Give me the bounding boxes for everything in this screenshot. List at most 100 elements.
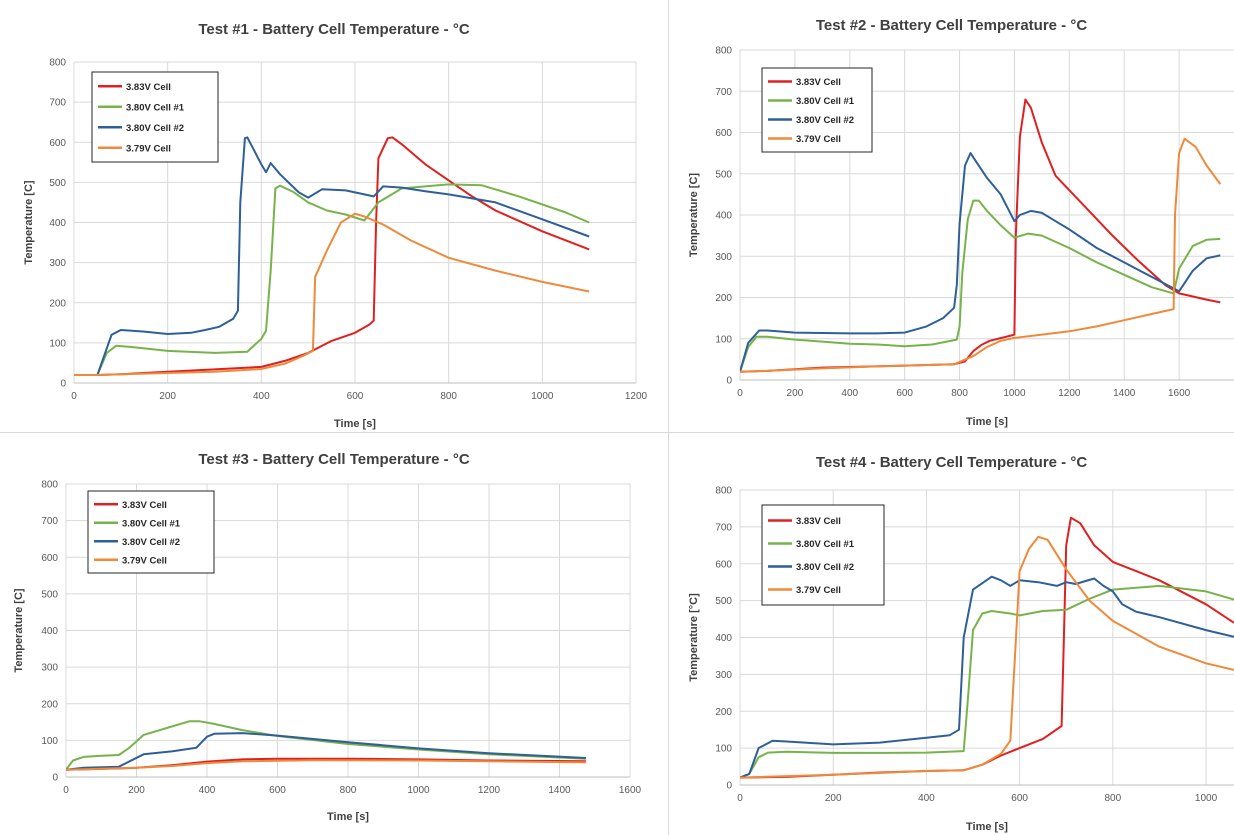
chart-1-ytick-label: 0 [60, 379, 66, 390]
vertical-divider [668, 0, 669, 835]
chart-4-legend-label: 3.80V Cell #2 [796, 562, 854, 573]
chart-2-ytick-label: 0 [726, 376, 732, 387]
chart-2-ytick-label: 800 [715, 46, 732, 57]
chart-1-xtick-label: 800 [440, 391, 457, 402]
chart-3-series-3-79v-cell [66, 759, 586, 771]
chart-1-ytick-label: 400 [49, 218, 66, 229]
chart-2-title: Test #2 - Battery Cell Temperature - °C [816, 17, 1088, 34]
chart-4-xtick-label: 200 [825, 793, 842, 804]
chart-1-ytick-label: 600 [49, 138, 66, 149]
chart-4-series-3-80v-cell-2 [740, 575, 1234, 779]
chart-2-x-axis-label: Time [s] [966, 416, 1008, 428]
chart-2-ytick-label: 500 [715, 169, 732, 180]
chart-3-series-3-80v-cell-2 [66, 732, 586, 771]
chart-3-xtick-label: 1000 [407, 785, 430, 796]
chart-4-ytick-label: 800 [715, 486, 732, 497]
chart-2-legend-label: 3.83V Cell [796, 77, 841, 88]
chart-4-ytick-label: 200 [715, 707, 732, 718]
chart-2-xtick-label: 800 [951, 388, 968, 399]
chart-4-title: Test #4 - Battery Cell Temperature - °C [816, 454, 1088, 471]
chart-4-xtick-label: 1000 [1195, 793, 1218, 804]
chart-1-xtick-label: 600 [347, 391, 364, 402]
chart-1-series-3-83v-cell [74, 136, 590, 376]
chart-3-ytick-label: 400 [41, 626, 58, 637]
chart-3-series-3-80v-cell-1 [66, 720, 586, 771]
chart-2-ytick-label: 400 [715, 211, 732, 222]
chart-2-legend-label: 3.80V Cell #1 [796, 96, 855, 107]
chart-3-legend-label: 3.83V Cell [122, 500, 167, 511]
chart-panel-test-2: Test #2 - Battery Cell Temperature - °C 0… [669, 0, 1234, 432]
chart-1-x-axis-label: Time [s] [334, 418, 376, 430]
chart-3-xtick-label: 1400 [548, 785, 571, 796]
chart-4-ytick-label: 100 [715, 744, 732, 755]
chart-2-ytick-label: 700 [715, 87, 732, 98]
chart-1-ytick-label: 700 [49, 98, 66, 109]
chart-2-xtick-label: 0 [737, 388, 743, 399]
chart-3-xtick-label: 0 [63, 785, 69, 796]
chart-2-series-3-80v-cell-2 [740, 152, 1221, 373]
chart-test-1: Test #1 - Battery Cell Temperature - °C 0… [23, 21, 648, 430]
chart-1-xtick-label: 0 [71, 391, 77, 402]
chart-3-title: Test #3 - Battery Cell Temperature - °C [198, 451, 470, 468]
chart-3-ytick-label: 500 [41, 589, 58, 600]
chart-4-ytick-label: 400 [715, 633, 732, 644]
chart-test-2: Test #2 - Battery Cell Temperature - °C 0… [688, 17, 1234, 428]
chart-1-legend-label: 3.80V Cell #1 [126, 102, 185, 113]
chart-1-xtick-label: 400 [253, 391, 270, 402]
chart-2-series-3-80v-cell-1 [740, 199, 1221, 373]
chart-3-legend-label: 3.79V Cell [122, 555, 167, 566]
chart-test-3: Test #3 - Battery Cell Temperature - °C 0… [13, 451, 642, 823]
chart-4-series-3-79v-cell [740, 535, 1234, 779]
chart-2-xtick-label: 1400 [1113, 388, 1136, 399]
chart-2-ytick-label: 200 [715, 293, 732, 304]
chart-3-ytick-label: 300 [41, 663, 58, 674]
chart-4-x-axis-label: Time [s] [966, 821, 1008, 833]
chart-1-series-3-79v-cell [74, 212, 590, 376]
chart-panel-test-1: Test #1 - Battery Cell Temperature - °C 0… [0, 0, 668, 432]
chart-4-xtick-label: 0 [737, 793, 743, 804]
chart-3-xtick-label: 800 [340, 785, 357, 796]
chart-3-ytick-label: 600 [41, 553, 58, 564]
chart-3-ytick-label: 100 [41, 736, 58, 747]
chart-2-xtick-label: 1200 [1058, 388, 1081, 399]
chart-1-ytick-label: 800 [49, 58, 66, 69]
chart-4-ytick-label: 700 [715, 522, 732, 533]
chart-2-legend-label: 3.79V Cell [796, 134, 841, 145]
chart-4-xtick-label: 400 [918, 793, 935, 804]
chart-4-legend-label: 3.83V Cell [796, 516, 841, 527]
chart-4-xtick-label: 800 [1104, 793, 1121, 804]
chart-1-ytick-label: 200 [49, 298, 66, 309]
chart-3-legend-label: 3.80V Cell #1 [122, 518, 181, 529]
chart-1-series-3-80v-cell-1 [74, 183, 590, 376]
chart-4-ytick-label: 300 [715, 670, 732, 681]
chart-2-xtick-label: 1600 [1168, 388, 1191, 399]
chart-2-legend-label: 3.80V Cell #2 [796, 115, 854, 126]
chart-3-ytick-label: 700 [41, 516, 58, 527]
chart-4-ytick-label: 500 [715, 596, 732, 607]
chart-3-ytick-label: 200 [41, 699, 58, 710]
chart-2-xtick-label: 200 [787, 388, 804, 399]
chart-4-ytick-label: 0 [726, 781, 732, 792]
chart-4-xtick-label: 600 [1011, 793, 1028, 804]
chart-3-ytick-label: 0 [52, 773, 58, 784]
chart-3-legend-label: 3.80V Cell #2 [122, 537, 180, 548]
chart-3-xtick-label: 600 [269, 785, 286, 796]
chart-panel-test-3: Test #3 - Battery Cell Temperature - °C 0… [0, 433, 668, 835]
chart-1-ytick-label: 300 [49, 258, 66, 269]
chart-1-ytick-label: 100 [49, 338, 66, 349]
chart-1-y-axis-label: Temperature [C] [23, 180, 35, 264]
chart-3-xtick-label: 1600 [619, 785, 642, 796]
chart-1-xtick-label: 1200 [625, 391, 648, 402]
chart-2-ytick-label: 300 [715, 252, 732, 263]
chart-2-ytick-label: 600 [715, 128, 732, 139]
chart-3-ytick-label: 800 [41, 480, 58, 491]
chart-3-xtick-label: 400 [199, 785, 216, 796]
chart-1-ytick-label: 500 [49, 178, 66, 189]
chart-3-xtick-label: 1200 [478, 785, 501, 796]
chart-2-ytick-label: 100 [715, 334, 732, 345]
chart-1-legend-label: 3.80V Cell #2 [126, 123, 184, 134]
chart-3-x-axis-label: Time [s] [327, 811, 369, 823]
chart-4-ytick-label: 600 [715, 559, 732, 570]
chart-1-xtick-label: 1000 [531, 391, 554, 402]
chart-4-y-axis-label: Temperature [°C] [688, 593, 700, 682]
